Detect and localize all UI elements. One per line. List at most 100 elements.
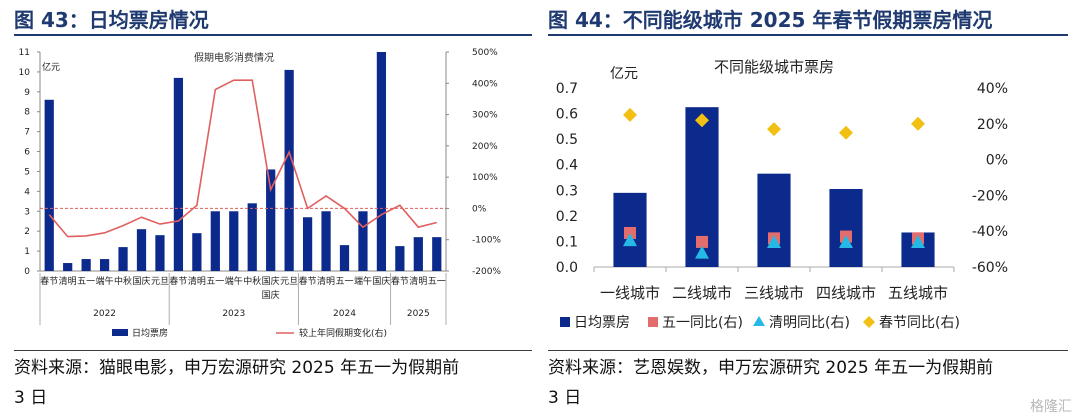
legend-swatch-triangle: [753, 316, 765, 326]
legend-label-triangle: 清明同比(右): [769, 315, 850, 331]
y-right-tick-label: 0%: [472, 204, 487, 214]
marker-spring-festival-yoy: [911, 116, 925, 131]
marker-qingming-yoy: [695, 245, 709, 259]
watermark-logo: 格隆汇: [1030, 399, 1072, 415]
x-tick-label: 清明: [317, 275, 335, 287]
legend-label-line: 较上年同假期变化(右): [299, 327, 387, 339]
x-tick-label: 国庆: [262, 275, 280, 287]
x-tick-label: 五线城市: [888, 284, 948, 302]
y-left-tick-label: 0.3: [556, 183, 578, 199]
x-tick-label: 端午: [354, 275, 372, 287]
x-tick-label: 国庆: [132, 275, 150, 287]
bar-daily-box-office: [210, 211, 220, 271]
bar-daily-box-office: [339, 245, 350, 271]
bar-daily-box-office: [284, 69, 294, 271]
legend-label-bar: 日均票房: [574, 315, 630, 331]
right-source-rule: [548, 350, 1068, 351]
marker-may-day-yoy: [624, 226, 636, 239]
x-tick-label: 春节: [299, 275, 317, 287]
marker-spring-festival-yoy: [767, 122, 781, 137]
y-right-tick-label: -200%: [472, 267, 501, 277]
y-left-unit-label: 亿元: [610, 66, 638, 82]
y-right-tick-label: -100%: [472, 236, 501, 246]
x-tick-label: 三线城市: [744, 284, 804, 302]
legend-swatch-diamond: [863, 316, 875, 328]
bar-daily-box-office: [173, 77, 184, 271]
marker-spring-festival-yoy: [695, 113, 709, 128]
y-right-tick-label: 500%: [472, 48, 498, 58]
x-tick-label: 五一: [206, 277, 224, 287]
y-left-tick-label: 9: [24, 88, 30, 98]
x-tick-label: 五一: [335, 277, 353, 287]
x-tick-label: 中秋: [114, 275, 132, 287]
x-tick-label: 清明: [188, 275, 206, 287]
y-right-tick-label: 100%: [472, 173, 498, 183]
x-tick-label: 春节: [391, 275, 409, 287]
y-left-unit-label: 亿元: [42, 61, 60, 73]
y-right-tick-label: 200%: [472, 142, 498, 152]
bar-daily-box-office: [44, 99, 54, 271]
bar-daily-box-office: [247, 203, 257, 271]
y-left-tick-label: 0.4: [556, 158, 578, 174]
y-left-tick-label: 5: [24, 167, 30, 177]
left-heading-rule: [14, 34, 532, 36]
legend-swatch-square: [648, 317, 658, 327]
y-left-tick-label: 2: [24, 227, 30, 237]
y-left-tick-label: 11: [19, 48, 30, 58]
right-source-line1: 资料来源：艺恩娱数，申万宏源研究 2025 年五一为假期前: [548, 358, 994, 378]
right-source-line2: 3 日: [548, 388, 582, 408]
marker-qingming-yoy: [623, 233, 637, 247]
legend-swatch-bar: [560, 317, 570, 327]
x-tick-label: 中秋: [243, 275, 261, 287]
bar-daily-box-office: [829, 189, 863, 267]
x-tick-label: 四线城市: [816, 284, 876, 302]
bar-daily-box-office: [266, 169, 276, 271]
x-tick-label: 元旦: [280, 276, 298, 287]
bar-daily-box-office: [302, 217, 313, 271]
bar-daily-box-office: [376, 52, 387, 271]
legend-swatch-bar: [112, 329, 128, 336]
bar-daily-box-office: [81, 259, 91, 271]
y-left-tick-label: 1: [24, 247, 30, 257]
legend-label-bar: 日均票房: [132, 327, 168, 339]
marker-qingming-yoy: [911, 234, 925, 248]
x-tick-label: 五一: [428, 277, 446, 287]
chart-title: 不同能级城市票房: [714, 58, 834, 76]
year-group-label: 2025: [407, 309, 430, 319]
chart-title: 假期电影消费情况: [194, 51, 274, 64]
marker-spring-festival-yoy: [623, 107, 637, 122]
y-left-tick-label: 0.2: [556, 209, 578, 225]
bar-daily-box-office: [432, 237, 442, 271]
legend-label-diamond: 春节同比(右): [879, 315, 960, 331]
x-tick-label: 一线城市: [600, 284, 660, 302]
x-tick-label: 清明: [409, 275, 427, 287]
bar-daily-box-office: [413, 237, 423, 271]
bar-daily-box-office: [136, 229, 147, 271]
y-left-tick-label: 8: [24, 108, 30, 118]
x-tick-label: 二线城市: [672, 284, 732, 302]
y-left-tick-label: 4: [24, 187, 30, 197]
y-right-tick-label: 300%: [472, 111, 498, 121]
x-tick-label: 端午: [225, 275, 243, 287]
right-heading-rule: [548, 34, 1068, 36]
y-left-tick-label: 0: [24, 267, 30, 277]
bar-daily-box-office: [395, 246, 405, 271]
year-group-label: 2024: [333, 309, 356, 319]
bar-daily-box-office: [321, 211, 331, 271]
legend-label-square: 五一同比(右): [662, 315, 743, 331]
y-right-tick-label: -20%: [972, 188, 1008, 204]
y-left-tick-label: 7: [24, 128, 30, 138]
year-group-label: 2022: [93, 309, 116, 319]
bar-daily-box-office: [229, 211, 239, 271]
x-tick-label: 清明: [59, 275, 77, 287]
y-left-tick-label: 10: [19, 68, 31, 78]
x-tick-label-subline: 国庆: [262, 289, 280, 301]
bar-daily-box-office: [63, 263, 73, 271]
marker-qingming-yoy: [767, 234, 781, 248]
y-right-tick-label: 400%: [472, 79, 498, 89]
y-left-tick-label: 0.5: [556, 132, 578, 148]
left-source-rule: [14, 350, 532, 351]
x-tick-label: 端午: [96, 275, 114, 287]
x-tick-label: 国庆: [372, 275, 390, 287]
left-panel-heading: 图 43：日均票房情况: [14, 8, 209, 32]
